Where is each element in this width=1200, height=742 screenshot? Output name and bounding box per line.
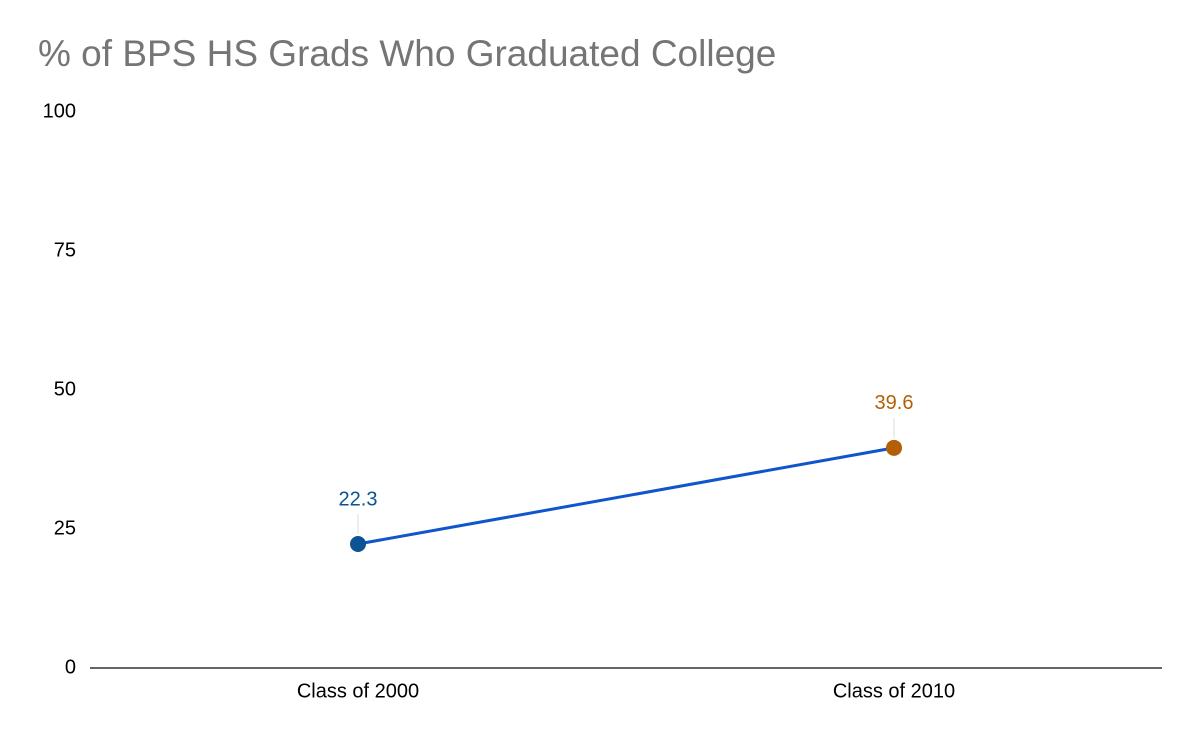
data-label: 22.3 xyxy=(339,488,378,510)
x-tick-label: Class of 2010 xyxy=(833,680,955,702)
point xyxy=(350,536,366,553)
y-tick-label: 75 xyxy=(54,239,76,261)
y-tick-label: 100 xyxy=(43,100,76,122)
data-label: 39.6 xyxy=(875,392,914,414)
y-tick-label: 0 xyxy=(65,656,76,678)
chart-title: % of BPS HS Grads Who Graduated College xyxy=(38,33,776,74)
y-tick-label: 25 xyxy=(54,517,76,539)
line xyxy=(357,446,895,546)
x-tick-label: Class of 2000 xyxy=(297,680,419,702)
y-tick-label: 50 xyxy=(54,378,76,400)
point xyxy=(886,439,902,456)
